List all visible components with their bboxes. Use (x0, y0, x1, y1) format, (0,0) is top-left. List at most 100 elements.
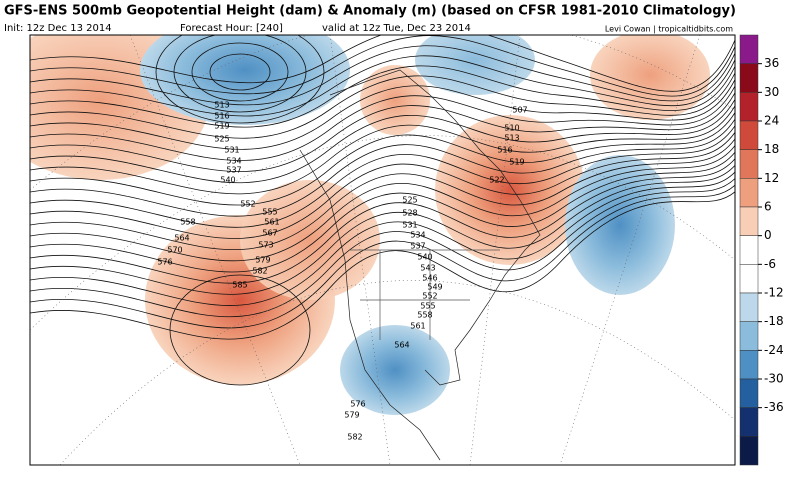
colorbar-tick-label: 24 (764, 114, 779, 128)
contour-line (30, 118, 735, 217)
contour-label: 519 (214, 122, 229, 131)
contour-line (30, 178, 735, 318)
contour-label: 576 (350, 400, 365, 409)
map-frame (29, 34, 736, 466)
contour-label: 525 (402, 196, 417, 205)
latitude-line (30, 35, 735, 465)
colorbar-tick-label: 36 (764, 56, 779, 70)
colorbar-box (739, 321, 759, 351)
colorbar-tick-label: -6 (764, 257, 776, 271)
colorbar-tick-label: -36 (764, 400, 784, 414)
contour-line (30, 145, 735, 262)
contour-label: 516 (497, 146, 512, 155)
contour-line (169, 274, 311, 386)
colorbar: 36 30 24 18 12 6 0 -6 -12 -18 -24 -30 -36 (739, 34, 784, 466)
colorbar-tick-label: -18 (764, 314, 784, 328)
contour-line (30, 35, 735, 92)
contour-label: 552 (422, 292, 437, 301)
colorbar-tick-label: 12 (764, 171, 779, 185)
contour-line (30, 65, 735, 128)
colorbar-tick-label: -12 (764, 286, 784, 300)
contour-label: 585 (232, 281, 247, 290)
contour-line (30, 79, 735, 150)
border (350, 249, 500, 340)
contour-label: 549 (427, 283, 442, 292)
contour-label: 582 (347, 433, 362, 442)
colorbar-box (739, 206, 759, 236)
contour-label: 558 (180, 218, 195, 227)
contour-label: 525 (214, 135, 229, 144)
contour-label: 537 (410, 242, 425, 251)
init-time: Init: 12z Dec 13 2014 (4, 23, 112, 34)
contour-line (30, 86, 735, 161)
contour-line (155, 35, 325, 124)
contour-label: 561 (410, 322, 425, 331)
contour-label: 537 (226, 166, 241, 175)
contour-line (30, 158, 735, 284)
contour-label: 561 (264, 218, 279, 227)
contour-line (30, 112, 735, 206)
colorbar-box (739, 92, 759, 122)
colorbar-tick-label: 18 (764, 142, 779, 156)
contour-label: 522 (489, 176, 504, 185)
colorbar-box (739, 235, 759, 265)
contour-label: 540 (220, 176, 235, 185)
contour-line (30, 138, 735, 251)
colorbar-tick-label: 0 (764, 228, 772, 242)
colorbar-box (739, 407, 759, 437)
forecast-hour: Forecast Hour: [240] (180, 23, 283, 34)
coastline (329, 69, 541, 386)
colorbar-box (739, 264, 759, 294)
map-title: GFS-ENS 500mb Geopotential Height (dam) … (4, 4, 736, 19)
contour-label: 543 (420, 264, 435, 273)
contour-label: 552 (240, 200, 255, 209)
anomaly-negative (415, 35, 535, 95)
contour-label: 558 (417, 311, 432, 320)
colorbar-box (739, 350, 759, 380)
colorbar-box (739, 120, 759, 150)
contour-label: 540 (417, 253, 432, 262)
anomaly-negative (340, 325, 450, 415)
contour-line (30, 72, 735, 139)
graticule (30, 35, 735, 465)
contour-label: 546 (422, 274, 437, 283)
contour-label: 531 (224, 146, 239, 155)
colorbar-box (739, 292, 759, 322)
contour-label: 582 (252, 267, 267, 276)
contour-line (30, 191, 735, 340)
contour-label: 579 (344, 411, 359, 420)
contour-line (191, 42, 289, 102)
contour-line (30, 132, 735, 239)
contour-label: 573 (258, 241, 273, 250)
colorbar-box (739, 149, 759, 179)
contour-line (209, 53, 271, 91)
contour-label: 507 (512, 106, 527, 115)
height-contours (30, 35, 735, 386)
credit: Levi Cowan | tropicaltidbits.com (605, 25, 733, 34)
contour-label: 531 (402, 221, 417, 230)
contour-line (30, 171, 735, 306)
contour-label: 534 (410, 231, 425, 240)
colorbar-tick-label: -30 (764, 372, 784, 386)
colorbar-box (739, 63, 759, 93)
contour-label: 564 (174, 234, 189, 243)
contour-line (30, 45, 735, 106)
colorbar-tick-label: -24 (764, 343, 784, 357)
contour-label: 564 (394, 341, 409, 350)
coastline (299, 149, 441, 461)
contour-line (30, 125, 735, 228)
colorbar-box (739, 34, 759, 64)
anomaly-positive (590, 35, 710, 120)
contour-label: 513 (214, 101, 229, 110)
contour-label: 576 (157, 258, 172, 267)
contour-label: 555 (262, 208, 277, 217)
colorbar-box (739, 178, 759, 208)
contour-label: 567 (262, 229, 277, 238)
contour-line (30, 92, 735, 172)
contour-line (173, 35, 307, 113)
contour-label: 519 (509, 158, 524, 167)
colorbar-box (739, 378, 759, 408)
